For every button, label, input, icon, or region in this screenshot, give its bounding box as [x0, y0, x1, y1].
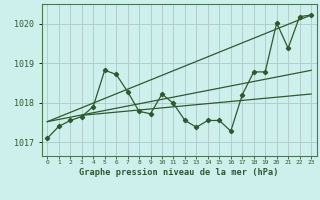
X-axis label: Graphe pression niveau de la mer (hPa): Graphe pression niveau de la mer (hPa) — [79, 168, 279, 177]
